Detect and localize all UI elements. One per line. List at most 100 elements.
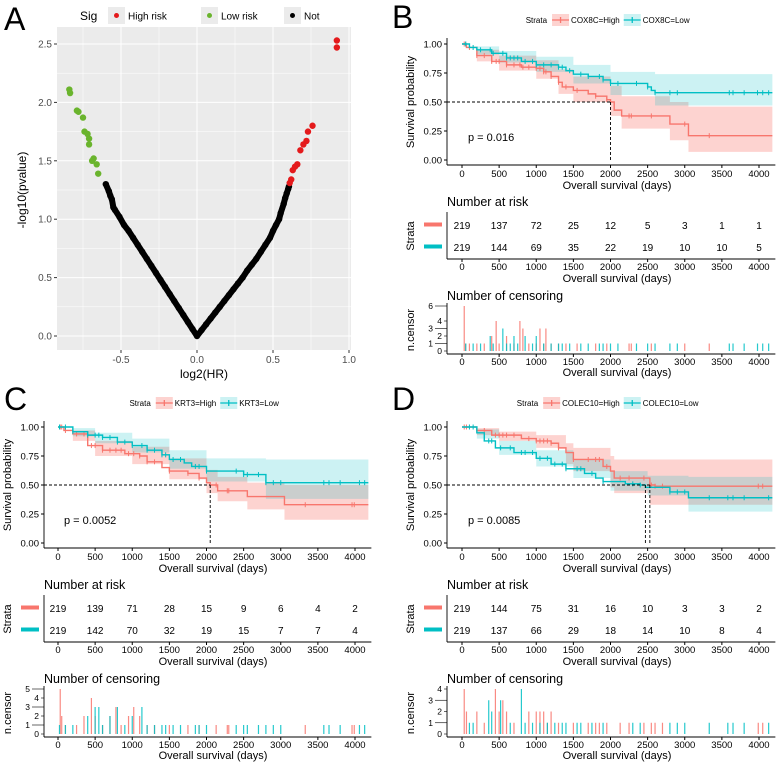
x-tick-label: 3000: [674, 740, 695, 751]
x-tick-label: 3000: [270, 645, 291, 656]
data-point: [95, 170, 102, 177]
risk-count: 3: [682, 221, 688, 232]
legend: Strata KRT3=High KRT3=Low: [129, 397, 279, 409]
data-point: [125, 227, 132, 235]
y-tick-label: 0.25: [21, 510, 40, 521]
data-point: [280, 200, 287, 208]
risk-count: 4: [315, 604, 321, 615]
x-axis-title: Overall survival (days): [159, 656, 268, 668]
strata-color-key: [424, 244, 442, 249]
legend: Strata COX8C=High COX8C=Low: [526, 14, 690, 26]
y-axis-title: Survival probability: [405, 438, 417, 531]
x-tick-label: 2000: [600, 357, 621, 368]
x-tick-label: 2500: [637, 262, 658, 273]
data-point: [184, 318, 192, 326]
data-point: [111, 206, 119, 214]
strata-color-key: [21, 605, 39, 610]
risk-count: 19: [642, 243, 654, 254]
x-tick-label: 2500: [233, 740, 254, 751]
data-point: [120, 221, 128, 229]
data-point: [257, 248, 265, 256]
data-point: [275, 216, 283, 223]
risk-count: 19: [201, 626, 213, 637]
x-tick-label: 1500: [159, 645, 180, 656]
y-tick-label: 3: [428, 324, 433, 334]
data-point: [108, 196, 116, 203]
x-tick-label: 2000: [600, 740, 621, 751]
y-tick-label: 4: [34, 693, 39, 703]
data-point: [134, 241, 141, 249]
x-tick-label: 0.5: [266, 355, 280, 366]
y-tick-label: 0.75: [424, 69, 443, 80]
y-tick-label: 1.5: [38, 156, 52, 167]
data-point: [85, 135, 93, 142]
data-point: [262, 241, 269, 249]
x-tick-label: 3000: [674, 552, 695, 563]
risk-count: 15: [201, 604, 213, 615]
plot-background: [57, 27, 351, 350]
y-tick-label: 1: [25, 720, 30, 730]
x-tick-label: 1000: [526, 552, 547, 563]
x-tick-label: 500: [491, 645, 507, 656]
data-point: [239, 274, 246, 281]
x-tick-label: 1000: [122, 552, 143, 563]
risk-count: 29: [568, 626, 580, 637]
risk-count: 5: [756, 243, 762, 254]
x-tick-label: 2000: [600, 262, 621, 273]
risk-table-title: Number at risk: [447, 195, 529, 209]
ci-band: [58, 427, 369, 520]
y-tick-label: 2.0: [38, 98, 52, 109]
y-tick-label: 0.25: [424, 510, 443, 521]
x-tick-label: 0: [459, 357, 464, 368]
x-tick-label: 1500: [563, 262, 584, 273]
risk-count: 219: [50, 604, 67, 615]
y-tick-label: 0.25: [424, 127, 443, 138]
risk-count: 219: [454, 243, 471, 254]
y-tick-label: 3: [428, 695, 433, 705]
y-axis-title: Strata: [405, 220, 417, 250]
data-point: [216, 303, 223, 310]
risk-count: 72: [531, 221, 543, 232]
x-tick-label: 3500: [711, 262, 732, 273]
y-tick-label: 0.5: [38, 273, 52, 284]
x-tick-label: 1000: [526, 169, 547, 180]
x-tick-label: 500: [491, 740, 507, 751]
risk-count: 14: [642, 626, 654, 637]
p-value: p = 0.0052: [64, 515, 116, 527]
data-point: [297, 147, 304, 154]
x-tick-label: 1000: [526, 740, 547, 751]
x-axis-title: Overall survival (days): [563, 273, 672, 285]
risk-count: 66: [531, 626, 543, 637]
ci-band: [462, 44, 773, 152]
legend-label: COLEC10=High: [562, 399, 620, 408]
y-axis-title: n.censor: [405, 692, 417, 735]
x-tick-label: 0: [55, 552, 60, 563]
km-panel-b: Strata COX8C=High COX8C=Low 0.00 0.25 0.50 0.7…: [405, 14, 776, 379]
x-tick-label: 4000: [748, 169, 769, 180]
data-point: [234, 280, 242, 287]
x-tick-label: 4000: [344, 740, 365, 751]
x-tick-label: 500: [87, 645, 103, 656]
legend-dot-icon: [207, 13, 212, 18]
legend: Strata COLEC10=High COLEC10=Low: [517, 397, 699, 409]
y-tick-label: 0.50: [21, 481, 40, 492]
legend-label: COLEC10=Low: [643, 399, 699, 408]
strata-color-key: [424, 222, 442, 227]
x-tick-label: 2000: [196, 740, 217, 751]
x-tick-label: 0: [459, 169, 464, 180]
risk-count: 5: [645, 221, 651, 232]
risk-count: 219: [454, 604, 471, 615]
y-tick-label: 3: [25, 702, 30, 712]
x-tick-label: 3500: [711, 357, 732, 368]
data-point: [180, 311, 187, 319]
data-point: [85, 141, 93, 148]
x-tick-label: 1500: [563, 357, 584, 368]
legend-dot-icon: [290, 13, 295, 18]
data-point: [171, 297, 178, 305]
y-tick-label: 2: [437, 331, 442, 341]
x-axis-title: Overall survival (days): [563, 656, 672, 668]
y-axis-title: Strata: [2, 603, 14, 633]
data-point: [129, 234, 137, 242]
x-tick-label: 3000: [674, 357, 695, 368]
